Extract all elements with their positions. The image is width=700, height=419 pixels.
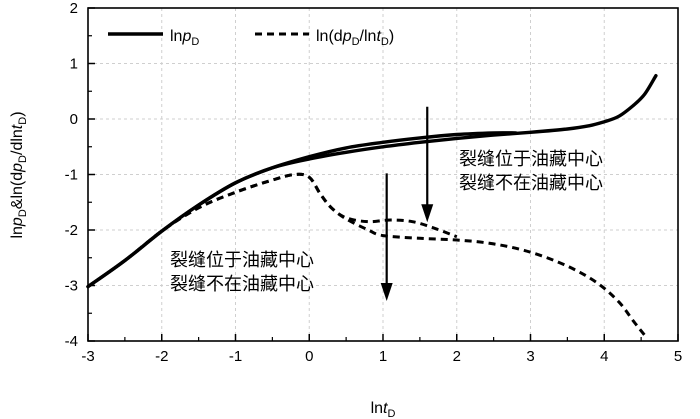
annotation-1-line-2: 裂缝不在油藏中心 bbox=[459, 173, 603, 194]
x-tick-label: 2 bbox=[453, 348, 461, 365]
derivative-curve-2 bbox=[87, 172, 646, 337]
x-tick-label: 3 bbox=[526, 348, 534, 365]
x-axis-label: lntD bbox=[371, 400, 396, 419]
pressure-curve-2 bbox=[86, 74, 658, 289]
legend-label-lnpd: lnpD bbox=[170, 28, 199, 48]
y-tick-label: 0 bbox=[70, 111, 78, 128]
annotation-2-arrow-head bbox=[380, 283, 393, 302]
x-tick-label: 4 bbox=[600, 348, 608, 365]
curves bbox=[86, 74, 658, 337]
annotation-1-arrow-head bbox=[421, 204, 434, 223]
axis-ticks bbox=[87, 7, 679, 342]
y-tick-label: -1 bbox=[65, 167, 78, 184]
y-tick-label: 2 bbox=[70, 0, 78, 17]
legend: lnpD ln(dpD/lntD) bbox=[108, 28, 394, 48]
x-tick-label: 1 bbox=[379, 348, 387, 365]
y-tick-label: -2 bbox=[65, 222, 78, 239]
x-tick-label: -2 bbox=[155, 348, 168, 365]
annotation-2-line-1: 裂缝位于油藏中心 bbox=[170, 250, 314, 271]
y-tick-label: -3 bbox=[65, 278, 78, 295]
y-tick-label: 1 bbox=[70, 56, 78, 73]
x-tick-label: -3 bbox=[81, 348, 94, 365]
y-tick-label: -4 bbox=[65, 333, 78, 350]
x-tick-label: 5 bbox=[674, 348, 682, 365]
annotation-1-line-1: 裂缝位于油藏中心 bbox=[459, 149, 603, 170]
x-tick-label: -1 bbox=[229, 348, 242, 365]
legend-label-derivative: ln(dpD/lntD) bbox=[316, 28, 394, 48]
x-tick-label: 0 bbox=[305, 348, 313, 365]
y-axis-label: lnpD&ln(dpD/dlntD) bbox=[9, 111, 29, 238]
grid bbox=[88, 8, 678, 341]
annotation-2-line-2: 裂缝不在油藏中心 bbox=[170, 274, 314, 295]
